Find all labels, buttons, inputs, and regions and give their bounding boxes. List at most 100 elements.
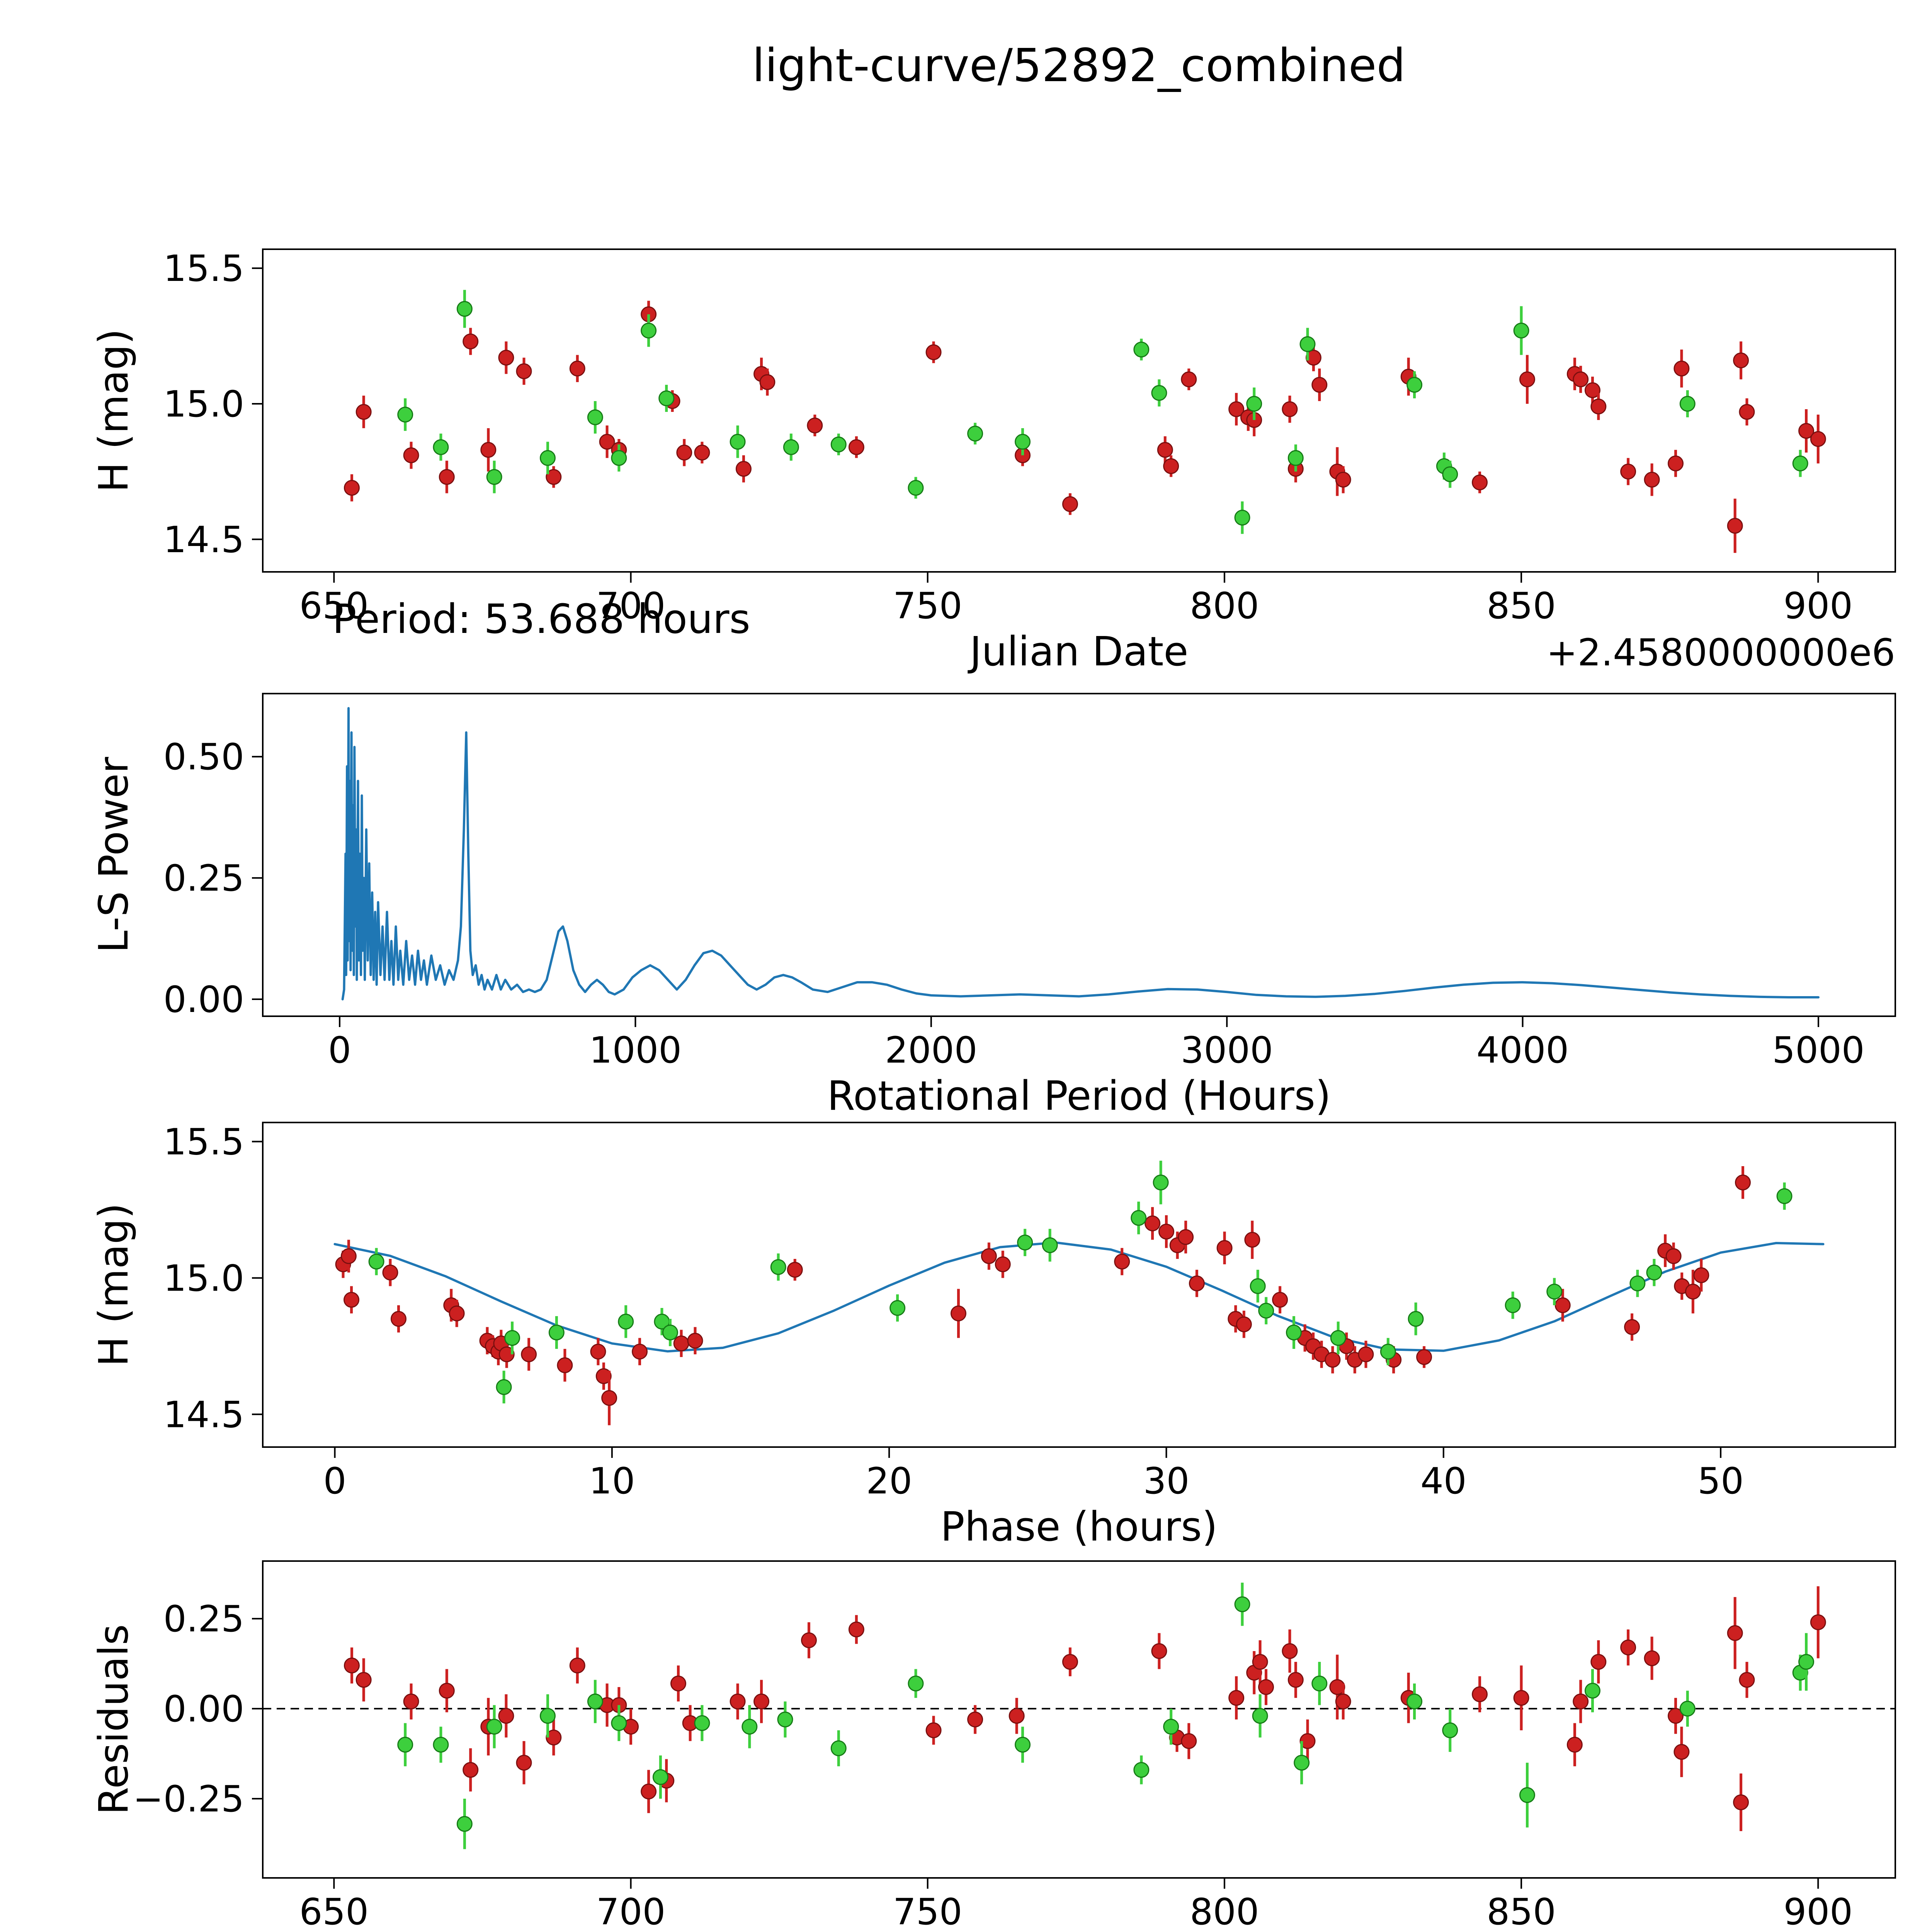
y-tick-label: 14.5 [163,1394,244,1436]
y-tick-label: 0.00 [163,1688,244,1730]
data-point-red [1624,1319,1640,1335]
data-point-red [498,1346,515,1362]
data-point-red [1335,1693,1351,1709]
x-tick-label: 3000 [1181,1029,1273,1071]
data-point-red [1727,518,1743,534]
data-point-green [889,1300,906,1316]
data-point-red [1566,1736,1583,1753]
data-point-green [1234,1596,1250,1612]
data-point-green [1246,396,1262,412]
data-point-red [463,1762,479,1778]
data-point-green [1042,1237,1058,1253]
data-point-red [480,442,497,458]
y-tick-label: 0.25 [163,857,244,900]
data-point-red [1216,1240,1233,1256]
data-point-red [687,1333,703,1349]
data-point-red [1810,1614,1826,1630]
data-point-red [1252,1654,1268,1670]
data-point-red [670,1675,686,1692]
data-point-red [557,1357,573,1373]
data-point-red [967,1711,983,1728]
data-point-red [1272,1292,1288,1308]
y-tick-label: 0.50 [163,736,244,778]
data-point-green [777,1711,793,1728]
y-axis-label: Residuals [90,1624,137,1815]
data-point-green [548,1325,565,1341]
data-point-red [1644,1650,1660,1667]
data-point-red [1258,1679,1274,1695]
x-axis-label: Julian Date [968,628,1189,675]
data-point-red [925,1722,942,1738]
data-point-red [753,1693,770,1709]
data-point-red [1519,371,1535,388]
data-point-red [1228,1690,1245,1706]
panel-magnitude-vs-julian-date: 650 700 750 800 850 900 14.5 15.0 15.5 Julian Dat… [90,248,1896,675]
x-tick-label: 4000 [1476,1029,1569,1071]
x-tick-label: 40 [1420,1460,1467,1502]
data-point-red [1178,1229,1194,1245]
x-tick-label: 0 [328,1029,351,1071]
data-point-red [995,1256,1011,1272]
data-point-red [403,447,419,463]
data-point-green [611,450,627,466]
x-tick-label: 20 [866,1460,912,1502]
axes-frame [262,1122,1896,1448]
data-point-red [390,1311,406,1327]
data-point-green [618,1313,634,1330]
data-point-green [1311,1675,1328,1692]
data-point-green [1380,1344,1396,1360]
data-point-green [587,1693,603,1709]
data-point-green [433,439,449,455]
data-point-green [1286,1325,1302,1341]
x-tick-label: 800 [1190,585,1259,627]
data-point-red [632,1344,648,1360]
data-point-red [1590,398,1607,415]
data-point-red [340,1248,357,1264]
period-annotation: Period: 53.688 hours [332,595,750,643]
data-point-green [1250,1278,1266,1294]
data-point-green [1679,396,1696,412]
data-point-green [1679,1701,1696,1717]
data-point-red [730,1693,746,1709]
data-point-green [1299,336,1316,352]
data-point-red [1299,1733,1316,1749]
data-point-red [1009,1708,1025,1724]
x-tick-label: 850 [1486,1891,1556,1932]
data-point-red [1114,1253,1130,1270]
data-point-red [1554,1297,1571,1313]
data-point-red [546,469,562,485]
y-axis-label: H (mag) [90,1203,137,1366]
axes-frame [262,693,1896,1017]
data-point-green [433,1736,449,1753]
data-point-red [1228,401,1245,417]
data-point-red [673,1335,689,1352]
data-point-green [1330,1330,1346,1346]
data-point-green [1442,1722,1458,1738]
data-point-green [1131,1210,1147,1226]
data-point-red [1513,1690,1529,1706]
data-point-green [368,1253,384,1270]
data-point-red [1739,404,1755,420]
data-point-red [1620,463,1636,480]
data-point-green [1776,1188,1793,1204]
y-tick-label: 0.00 [163,979,244,1021]
data-point-green [1294,1755,1310,1771]
data-point-red [759,374,776,390]
x-tick-label: 700 [596,1891,665,1932]
data-point-red [1644,471,1660,488]
data-point-red [601,1390,617,1406]
x-tick-label: 5000 [1772,1029,1864,1071]
data-point-green [1546,1284,1563,1300]
data-point-red [1733,1794,1749,1810]
data-point-green [456,301,473,317]
data-point-green [1406,377,1423,393]
data-point-green [539,450,556,466]
data-point-red [521,1346,537,1362]
data-point-green [1133,342,1150,358]
x-tick-label: 10 [589,1460,635,1502]
data-point-green [1287,450,1304,466]
data-point-green [662,1325,678,1341]
data-point-red [344,480,360,496]
